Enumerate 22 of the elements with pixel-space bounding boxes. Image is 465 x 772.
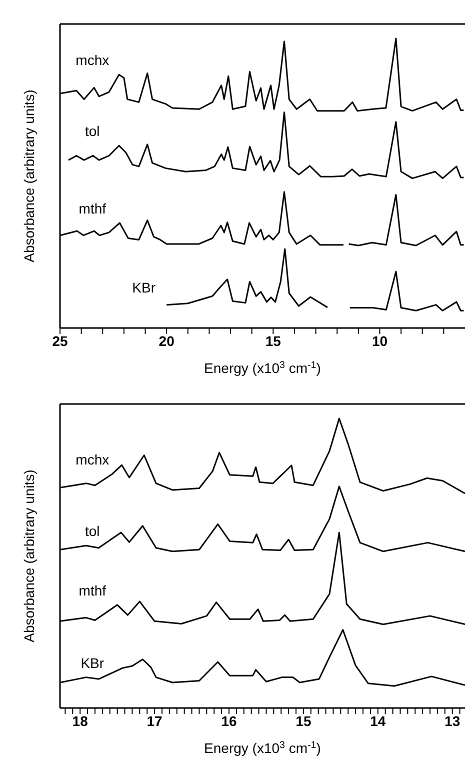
series-label: KBr	[132, 279, 156, 296]
x-tick-label: 20	[158, 332, 175, 349]
x-tick-label: 15	[296, 712, 312, 729]
y-axis-title: Absorbance (arbitrary units)	[21, 470, 37, 642]
x-tick-label: 14	[370, 712, 386, 729]
x-tick-label: 13	[444, 712, 460, 729]
x-axis-title: Energy (x10$^{3}$ cm$^{-1}$)	[204, 360, 321, 376]
series-label: tol	[85, 123, 100, 140]
y-axis-title: Absorbance (arbitrary units)	[21, 90, 37, 262]
x-tick-label: 15	[265, 332, 282, 349]
series-label: mchx	[76, 52, 110, 68]
x-tick-label: 10	[372, 332, 388, 349]
x-tick-label: 16	[221, 712, 237, 729]
series-label: mthf	[78, 200, 106, 216]
series-label: KBr	[80, 654, 104, 671]
series-label: tol	[85, 523, 100, 540]
x-tick-label: 18	[72, 712, 88, 729]
x-tick-label: 17	[146, 712, 163, 729]
series-label: mchx	[76, 452, 110, 468]
x-axis-title: Energy (x10$^{3}$ cm$^{-1}$)	[204, 740, 321, 756]
x-tick-label: 25	[52, 332, 68, 349]
series-label: mthf	[78, 582, 106, 598]
